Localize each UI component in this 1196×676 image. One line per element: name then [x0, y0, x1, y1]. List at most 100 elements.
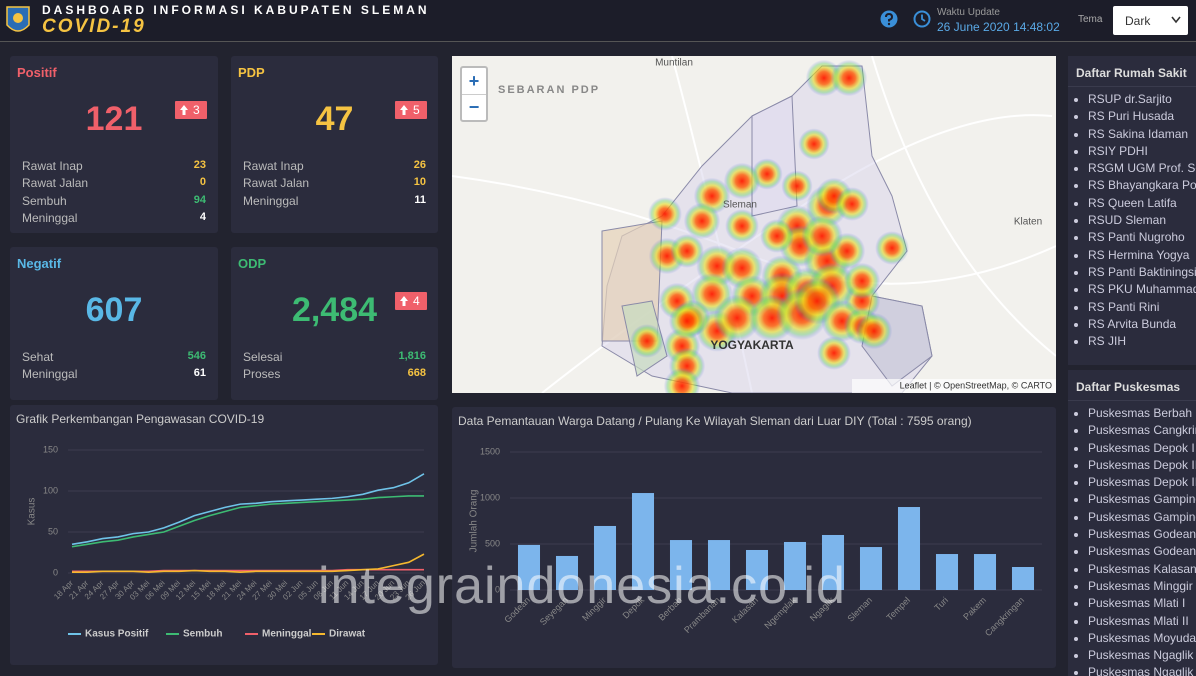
theme-select[interactable]: Dark — [1113, 6, 1188, 35]
row-value: 1,816 — [398, 350, 426, 362]
list-item: RS PKU Muhammadiyah Gamping — [1088, 281, 1196, 298]
stat-card: PDP 47 5 Rawat Inap 26 Rawat Jalan 10 Meninggal… — [231, 56, 438, 233]
list-item: RS Hermina Yogya — [1088, 247, 1196, 264]
legend-label: Kasus Positif — [85, 629, 149, 640]
list-item: Puskesmas Mlati II — [1088, 613, 1196, 630]
theme-value: Dark — [1125, 14, 1151, 28]
y-tick-label: 500 — [485, 538, 500, 548]
row-value: 0 — [199, 176, 206, 189]
place-label: Muntilan — [655, 58, 693, 69]
row-label: Proses — [243, 367, 281, 382]
zoom-in[interactable]: + — [462, 68, 486, 95]
row-label: Rawat Inap — [243, 159, 304, 173]
attribution: Leaflet | © OpenStreetMap, © CARTO — [900, 380, 1052, 390]
list-items: Puskesmas BerbahPuskesmas CangkringanPus… — [1068, 405, 1196, 676]
series-line — [71, 495, 424, 548]
list-item: Puskesmas Depok II — [1088, 457, 1196, 474]
x-tick-label: Cangkringan — [983, 595, 1026, 638]
list-title: Daftar Rumah Sakit — [1068, 56, 1196, 87]
list-item: RS Panti Nugroho — [1088, 229, 1196, 246]
card-title: Positif — [17, 65, 57, 80]
x-tick-label: Prambanan — [682, 595, 722, 635]
list-item: RSUP dr.Sarjito — [1088, 91, 1196, 108]
x-tick-label: Berbah — [656, 595, 684, 623]
help-icon[interactable] — [880, 10, 898, 28]
theme-label: Tema — [1078, 14, 1103, 25]
legend-label: Meninggal — [262, 629, 312, 640]
zoom-out[interactable]: − — [468, 97, 480, 117]
legend-label: Dirawat — [329, 629, 366, 640]
logo — [6, 6, 30, 32]
list-item: Puskesmas Gamping I — [1088, 491, 1196, 508]
row-label: Meninggal — [22, 367, 78, 382]
row-label: Meninggal — [22, 210, 78, 225]
list-item: Puskesmas Depok I — [1088, 440, 1196, 457]
change-badge: 5 — [395, 101, 427, 119]
y-tick-label: 1500 — [480, 446, 500, 456]
line-chart: Grafik Perkembangan Pengawasan COVID-19 K… — [16, 412, 427, 640]
x-tick-label: Minggir — [580, 595, 608, 623]
x-tick-label: Ngemplak — [762, 595, 798, 631]
y-tick-label: 100 — [43, 485, 58, 495]
x-tick-label: Ngaglik — [808, 595, 837, 624]
y-tick-label: 1000 — [480, 492, 500, 502]
map: SEBARAN PDP Muntilan Sleman Klaten YOGYA… — [452, 56, 1056, 393]
list-item: Puskesmas Godean I — [1088, 526, 1196, 543]
row-value: 11 — [414, 193, 426, 206]
y-axis-label: Jumlah Orang — [469, 490, 480, 553]
card-title: ODP — [238, 256, 267, 271]
chart-title: Data Pemantauan Warga Datang / Pulang Ke… — [458, 414, 972, 428]
heat-spot — [760, 219, 794, 253]
y-tick-label: 0 — [495, 584, 500, 594]
x-tick-label: Sleman — [845, 595, 874, 624]
zoom-control: + − — [460, 66, 488, 122]
puskesmas-list: Daftar Puskesmas Puskesmas BerbahPuskesm… — [1068, 370, 1196, 676]
x-tick-label: Turi — [932, 595, 950, 613]
heat-spot — [663, 367, 701, 393]
stat-card: ODP 2,484 4 Selesai 1,816 Proses 668 — [231, 247, 438, 400]
row-value: 94 — [193, 193, 206, 206]
map-title: SEBARAN PDP — [498, 84, 600, 96]
list-item: RSGM UGM Prof. Soedomo — [1088, 160, 1196, 177]
bar — [593, 525, 617, 590]
list-title: Daftar Puskesmas — [1068, 370, 1196, 401]
list-item: Puskesmas Godean II — [1088, 543, 1196, 560]
heat-spot — [855, 312, 893, 350]
list-item: Puskesmas Kalasan — [1088, 561, 1196, 578]
series-line — [71, 473, 425, 546]
bar — [859, 547, 883, 590]
list-item: RS Panti Rini — [1088, 299, 1196, 316]
chart-title: Grafik Perkembangan Pengawasan COVID-19 — [16, 412, 264, 426]
heat-spot — [801, 215, 843, 257]
arrow — [180, 105, 188, 115]
bar — [517, 544, 541, 590]
row-label: Selesai — [243, 350, 283, 364]
row-label: Sehat — [22, 350, 54, 364]
row-label: Rawat Inap — [22, 159, 83, 173]
heat-spot — [683, 202, 721, 240]
change-badge: 4 — [395, 292, 427, 310]
series-line — [72, 553, 425, 573]
x-tick-label: Seyegan — [538, 595, 570, 627]
arrow — [400, 105, 408, 115]
arrow-up — [400, 105, 408, 115]
heat-spot — [668, 302, 706, 340]
change-value: 5 — [413, 103, 420, 117]
card-total: 47 — [315, 100, 354, 138]
heat-spot — [725, 209, 759, 243]
place-label: Klaten — [1014, 217, 1042, 228]
place-label: YOGYAKARTA — [710, 338, 794, 352]
card-total: 2,484 — [291, 291, 378, 329]
y-axis-label: Kasus — [27, 498, 38, 526]
bar — [1011, 567, 1035, 590]
attribution-bg — [852, 379, 1056, 393]
heat-spot — [875, 231, 909, 265]
x-tick-label: Tempel — [885, 595, 913, 623]
row-label: Rawat Jalan — [22, 176, 89, 191]
arrow-up — [180, 105, 188, 115]
row-value: 10 — [413, 176, 426, 189]
map-canvas: SEBARAN PDP Muntilan Sleman Klaten YOGYA… — [452, 56, 1056, 393]
list-item: Puskesmas Ngaglik I — [1088, 647, 1196, 664]
heat-spot — [648, 197, 682, 231]
bar — [783, 541, 807, 590]
